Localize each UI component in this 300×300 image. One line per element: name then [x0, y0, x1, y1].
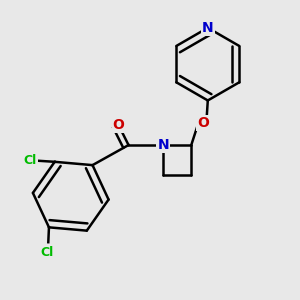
Text: Cl: Cl — [41, 246, 54, 259]
Text: O: O — [113, 118, 124, 132]
Text: Cl: Cl — [23, 154, 37, 167]
Text: N: N — [158, 138, 169, 152]
Text: O: O — [197, 116, 209, 130]
Text: N: N — [202, 21, 214, 35]
